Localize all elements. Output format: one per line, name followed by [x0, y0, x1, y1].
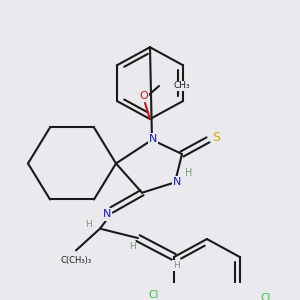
Text: Cl: Cl [148, 290, 158, 300]
Text: CH₃: CH₃ [173, 82, 190, 91]
Text: N: N [103, 209, 111, 220]
Text: N: N [173, 177, 181, 188]
Text: O: O [140, 92, 148, 101]
Text: H: H [129, 242, 135, 251]
Text: H: H [172, 261, 179, 270]
Text: H: H [185, 168, 193, 178]
Text: Cl: Cl [260, 292, 271, 300]
Text: N: N [149, 134, 157, 144]
Text: H: H [85, 220, 92, 230]
Text: C(CH₃)₃: C(CH₃)₃ [60, 256, 92, 265]
Text: S: S [212, 131, 220, 144]
